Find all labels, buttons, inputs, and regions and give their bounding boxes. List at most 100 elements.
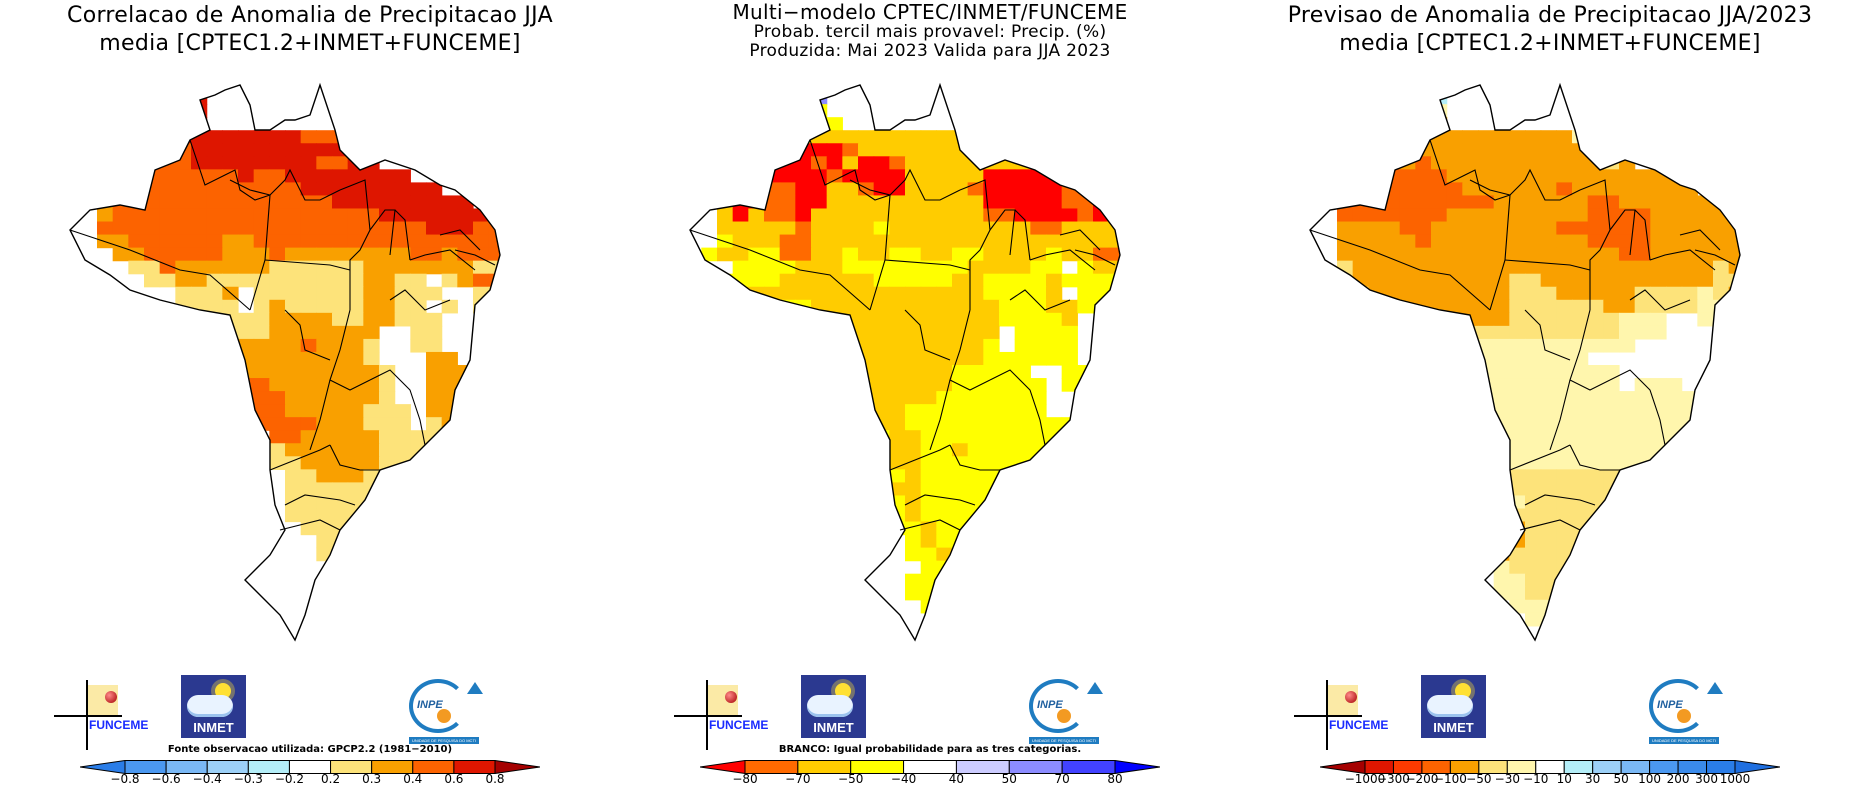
grid-cell — [811, 117, 828, 131]
grid-cell — [1728, 286, 1740, 301]
grid-cell — [952, 534, 969, 549]
colorbar-tick-label: −40 — [890, 772, 917, 786]
arrow-icon — [1707, 682, 1723, 694]
grid-cell — [347, 430, 364, 444]
grid-cell — [1650, 195, 1667, 210]
grid-cell — [983, 247, 1000, 262]
grid-cell — [191, 117, 208, 131]
grid-cell — [1556, 130, 1573, 144]
grid-cell — [1384, 91, 1401, 105]
grid-cell — [905, 443, 922, 457]
grid-cell — [1587, 208, 1604, 223]
grid-cell — [1587, 260, 1604, 275]
grid-cell — [1384, 299, 1401, 314]
grid-cell — [811, 338, 828, 353]
grid-cell — [379, 430, 396, 444]
grid-cell — [952, 612, 969, 627]
grid-cell — [285, 273, 302, 288]
grid-cell — [1368, 260, 1385, 275]
grid-cell — [1108, 260, 1120, 275]
grid-cell — [1603, 143, 1620, 157]
grid-cell — [873, 469, 890, 483]
grid-cell — [1525, 508, 1542, 523]
grid-cell — [983, 417, 1000, 431]
grid-cell — [1634, 482, 1651, 497]
grid-cell — [222, 260, 239, 275]
grid-cell — [1603, 456, 1620, 470]
grid-cell — [347, 156, 364, 170]
grid-cell — [1650, 325, 1667, 340]
grid-cell — [253, 156, 270, 170]
grid-cell — [1014, 351, 1031, 366]
grid-cell — [889, 156, 906, 170]
grid-cell — [1014, 417, 1031, 431]
grid-cell — [379, 286, 396, 301]
grid-cell — [889, 338, 906, 353]
grid-cell — [347, 612, 364, 627]
grid-cell — [999, 508, 1016, 523]
grid-cell — [1108, 195, 1120, 210]
grid-cell — [983, 430, 1000, 444]
grid-cell — [1030, 156, 1047, 170]
grid-cell — [826, 338, 843, 353]
grid-cell — [936, 182, 953, 197]
grid-cell — [1572, 391, 1589, 405]
grid-cell — [269, 156, 286, 170]
grid-cell — [1587, 521, 1604, 536]
colorbar-tick-label: −0.2 — [274, 772, 305, 786]
grid-cell — [920, 169, 937, 183]
grid-cell — [873, 312, 890, 327]
grid-cell — [363, 312, 380, 327]
grid-cell — [1634, 273, 1651, 288]
grid-cell — [1556, 482, 1573, 497]
grid-cell — [363, 508, 380, 523]
grid-cell — [1728, 299, 1740, 314]
grid-cell — [159, 104, 176, 118]
grid-cell — [300, 130, 317, 144]
grid-cell — [300, 456, 317, 470]
grid-cell — [1384, 260, 1401, 275]
grid-cell — [1478, 260, 1495, 275]
grid-cell — [253, 273, 270, 288]
grid-cell — [394, 312, 411, 327]
grid-cell — [1556, 612, 1573, 627]
grid-cell — [347, 586, 364, 601]
grid-cell — [858, 130, 875, 144]
grid-cell — [842, 156, 859, 170]
grid-cell — [936, 417, 953, 431]
grid-cell — [175, 143, 192, 157]
grid-cell — [1446, 156, 1463, 170]
grid-cell — [410, 469, 427, 483]
grid-cell — [1728, 391, 1740, 405]
state-border — [1549, 379, 1571, 451]
grid-cell — [206, 365, 223, 379]
grid-cell — [1061, 378, 1078, 392]
grid-cell — [952, 586, 969, 601]
grid-cell — [858, 195, 875, 210]
grid-cell — [1697, 221, 1714, 236]
grid-cell — [1587, 391, 1604, 405]
grid-cell — [779, 143, 796, 157]
grid-cell — [1572, 534, 1589, 549]
grid-cell — [1415, 234, 1432, 249]
grid-cell — [967, 260, 984, 275]
grid-cell — [858, 325, 875, 340]
grid-cell — [1462, 247, 1479, 262]
grid-cell — [441, 469, 458, 483]
grid-cell — [488, 260, 500, 275]
grid-cell — [811, 234, 828, 249]
grid-cell — [983, 404, 1000, 418]
grid-cell — [1603, 338, 1620, 353]
grid-cell — [457, 260, 474, 275]
grid-cell — [1337, 247, 1354, 262]
grid-cell — [1493, 286, 1510, 301]
grid-cell — [1337, 169, 1354, 183]
grid-cell — [285, 456, 302, 470]
grid-cell — [1352, 169, 1369, 183]
colorbar-tick-label: −100 — [1433, 772, 1467, 786]
grid-cell — [1077, 221, 1094, 236]
grid-cell — [300, 208, 317, 223]
grid-cell — [967, 599, 984, 614]
grid-cell — [1446, 260, 1463, 275]
funceme-logo: FUNCEME — [54, 680, 164, 750]
